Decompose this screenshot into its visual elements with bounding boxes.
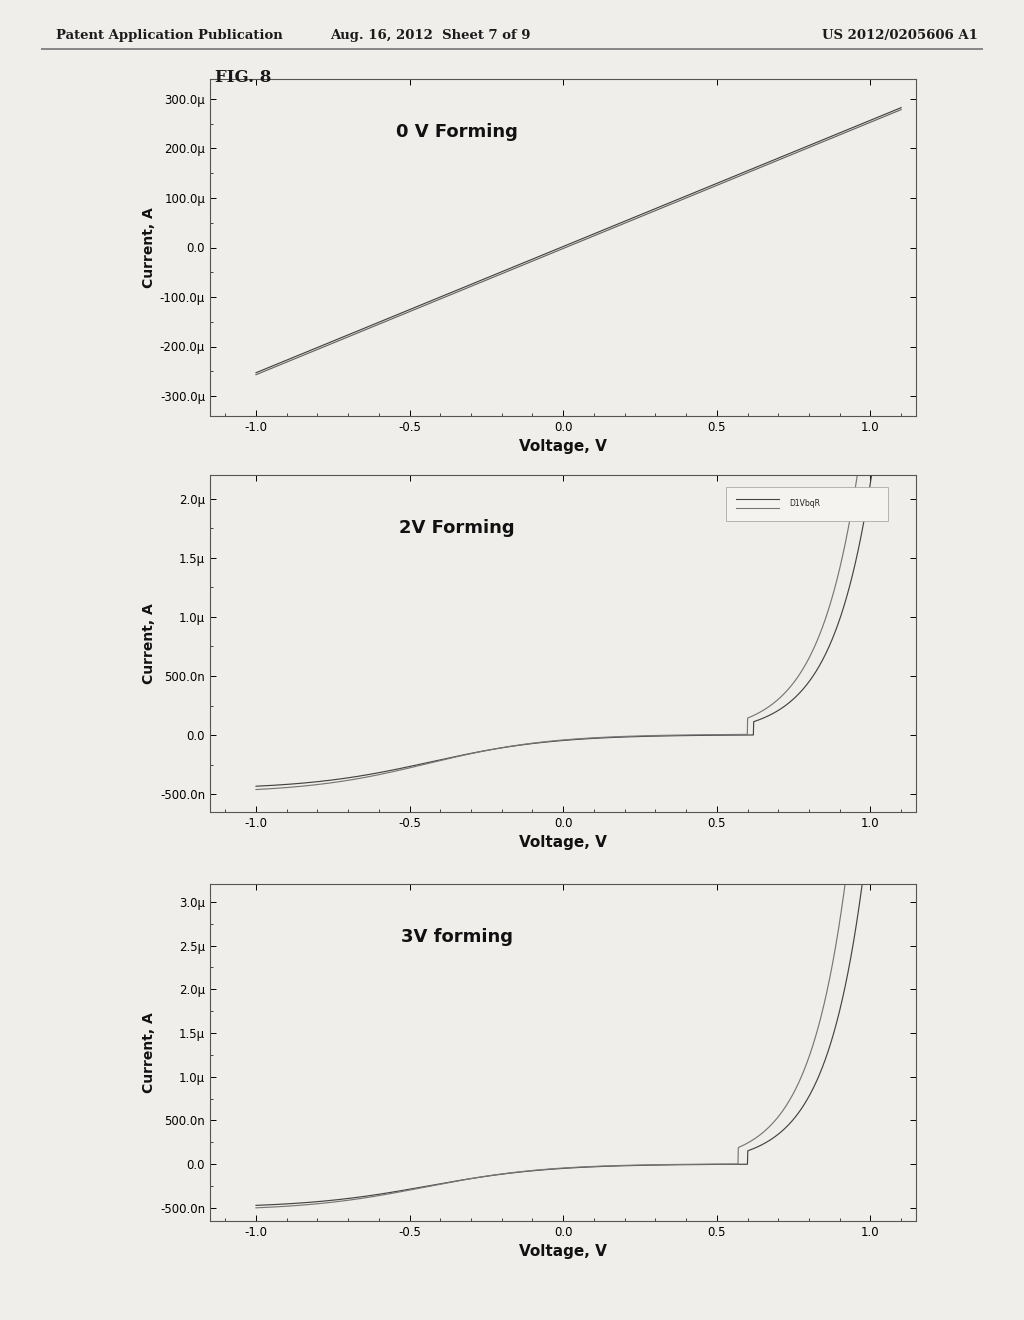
Y-axis label: Current, A: Current, A xyxy=(141,603,156,684)
Text: D1VbqR: D1VbqR xyxy=(790,499,820,508)
Text: 2V Forming: 2V Forming xyxy=(399,519,515,537)
X-axis label: Voltage, V: Voltage, V xyxy=(519,836,607,850)
Text: 0 V Forming: 0 V Forming xyxy=(396,123,518,141)
X-axis label: Voltage, V: Voltage, V xyxy=(519,440,607,454)
Text: Aug. 16, 2012  Sheet 7 of 9: Aug. 16, 2012 Sheet 7 of 9 xyxy=(330,29,530,42)
Text: FIG. 8: FIG. 8 xyxy=(215,69,271,86)
Text: 3V forming: 3V forming xyxy=(401,928,513,946)
Y-axis label: Current, A: Current, A xyxy=(141,1012,156,1093)
Y-axis label: Current, A: Current, A xyxy=(141,207,156,288)
FancyBboxPatch shape xyxy=(726,487,888,520)
X-axis label: Voltage, V: Voltage, V xyxy=(519,1245,607,1259)
Text: Patent Application Publication: Patent Application Publication xyxy=(56,29,283,42)
Text: US 2012/0205606 A1: US 2012/0205606 A1 xyxy=(822,29,978,42)
